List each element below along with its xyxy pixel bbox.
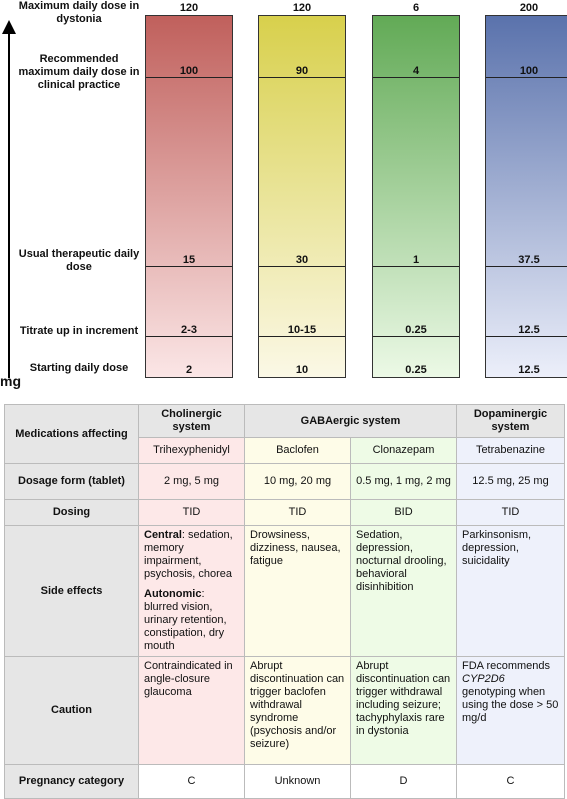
drug-baclofen: Baclofen [244, 437, 351, 464]
bar-value-start: 10 [295, 364, 309, 376]
row-label-dosing: Dosing [4, 499, 139, 526]
row-label-caution: Caution [4, 656, 139, 765]
table-row: Trihexyphenidyl Baclofen Clonazepam Tetr… [5, 437, 565, 464]
bar-line-usual [486, 266, 567, 267]
pregnancy-cell: Unknown [244, 764, 351, 799]
axis-arrow-line [8, 30, 10, 378]
side-central-text: : sedation, memory impairment, psychosis… [144, 529, 233, 580]
table-row: Pregnancy category C Unknown D C [4, 764, 565, 799]
bar-line-titrate [146, 336, 232, 337]
pregnancy-cell: D [350, 764, 457, 799]
axis-arrow-head [2, 20, 16, 34]
bar-value-max: 200 [519, 2, 539, 14]
side-effects-tetrabenazine: Parkinsonism, depression, suicidality [456, 525, 565, 657]
dose-diagram: mg Maximum daily dose in dystonia Recomm… [0, 0, 567, 395]
caution-tetra-post: genotyping when using the dose > 50 mg/d [462, 686, 559, 724]
side-autonomic-text: : blurred vision, urinary retention, con… [144, 588, 227, 652]
group-gabaergic: GABAergic system [244, 404, 457, 438]
table-row: Caution Contraindicated in angle-closure… [4, 656, 565, 765]
bar-value-max: 120 [292, 2, 312, 14]
side-effects-baclofen: Drowsiness, dizziness, nausea, fatigue [244, 525, 351, 657]
table-row: Dosing TID TID BID TID [4, 499, 565, 526]
side-autonomic: Autonomic: blurred vision, urinary reten… [144, 588, 239, 653]
bar-line-recmax [373, 77, 459, 78]
bar-value-titrate: 12.5 [518, 324, 540, 336]
row-label-pregnancy: Pregnancy category [4, 764, 139, 799]
dosing-cell: TID [138, 499, 245, 526]
drug-clonazepam: Clonazepam [350, 437, 457, 464]
axis-unit: mg [0, 373, 21, 389]
dosing-cell: TID [244, 499, 351, 526]
row-label-side-effects: Side effects [4, 525, 139, 657]
level-label-usual: Usual therapeutic daily dose [18, 248, 140, 273]
drug-trihexyphenidyl: Trihexyphenidyl [138, 437, 245, 464]
dose-bar-clonazepam: 6 4 1 0.25 0.25 [372, 2, 460, 378]
side-central: Central: sedation, memory impairment, ps… [144, 529, 239, 581]
caution-tetrabenazine: FDA recommends CYP2D6 genotyping when us… [456, 656, 565, 765]
side-autonomic-label: Autonomic [144, 588, 202, 600]
dose-bar-baclofen: 120 90 30 10-15 10 [258, 2, 346, 378]
table-row: Dosage form (tablet) 2 mg, 5 mg 10 mg, 2… [4, 463, 565, 500]
bar-line-usual [259, 266, 345, 267]
caution-baclofen: Abrupt discontinuation can trigger baclo… [244, 656, 351, 765]
bar-value-recmax: 4 [412, 65, 420, 77]
dosing-cell: TID [456, 499, 565, 526]
row-label-dosage: Dosage form (tablet) [4, 463, 139, 500]
table-row: Side effects Central: sedation, memory i… [4, 525, 565, 657]
bar-value-usual: 30 [295, 254, 309, 266]
dosage-cell: 0.5 mg, 1 mg, 2 mg [350, 463, 457, 500]
caution-tetra-pre: FDA recommends [462, 660, 551, 672]
bar-line-recmax [259, 77, 345, 78]
bar-value-recmax: 100 [179, 65, 199, 77]
dose-bar-trihexyphenidyl: 120 100 15 2-3 2 [145, 2, 233, 378]
level-label-recommended-max: Recommended maximum daily dose in clinic… [18, 53, 140, 91]
bar-value-usual: 1 [412, 254, 420, 266]
bar-value-recmax: 90 [295, 65, 309, 77]
bar-line-usual [146, 266, 232, 267]
bar-value-max: 6 [412, 2, 420, 14]
medication-table: Medications affecting Cholinergic system… [4, 404, 565, 799]
bar-value-usual: 37.5 [518, 254, 540, 266]
bar-line-titrate [259, 336, 345, 337]
caution-tetra-gene: CYP2D6 [462, 673, 505, 685]
dosage-cell: 12.5 mg, 25 mg [456, 463, 565, 500]
level-label-starting: Starting daily dose [29, 362, 129, 374]
bar-line-recmax [486, 77, 567, 78]
bar-line-titrate [373, 336, 459, 337]
row-label-medications: Medications affecting [4, 404, 139, 464]
level-label-titrate: Titrate up in increment [19, 325, 139, 337]
bar-value-max: 120 [179, 2, 199, 14]
dosage-cell: 10 mg, 20 mg [244, 463, 351, 500]
side-effects-clonazepam: Sedation, depression, nocturnal drooling… [350, 525, 457, 657]
bar-value-start: 0.25 [405, 364, 427, 376]
bar-line-titrate [486, 336, 567, 337]
bar-value-start: 2 [185, 364, 193, 376]
pregnancy-cell: C [456, 764, 565, 799]
bar-value-start: 12.5 [518, 364, 540, 376]
dosage-cell: 2 mg, 5 mg [138, 463, 245, 500]
dose-bar-tetrabenazine: 200 100 37.5 12.5 12.5 [485, 2, 567, 378]
group-dopaminergic: Dopaminergic system [456, 404, 565, 438]
bar-value-usual: 15 [182, 254, 196, 266]
caution-clonazepam: Abrupt discontinuation can trigger withd… [350, 656, 457, 765]
bar-line-usual [373, 266, 459, 267]
dosing-cell: BID [350, 499, 457, 526]
drug-tetrabenazine: Tetrabenazine [456, 437, 565, 464]
bar-value-titrate: 0.25 [405, 324, 427, 336]
bar-value-titrate: 2-3 [181, 324, 197, 336]
bar-value-titrate: 10-15 [287, 324, 317, 336]
group-cholinergic: Cholinergic system [138, 404, 245, 438]
bar-value-recmax: 100 [519, 65, 539, 77]
bar-line-recmax [146, 77, 232, 78]
level-label-max: Maximum daily dose in dystonia [18, 0, 140, 25]
side-effects-trihexyphenidyl: Central: sedation, memory impairment, ps… [138, 525, 245, 657]
pregnancy-cell: C [138, 764, 245, 799]
side-central-label: Central [144, 529, 182, 541]
caution-trihexyphenidyl: Contraindicated in angle-closure glaucom… [138, 656, 245, 765]
table-row: Medications affecting Cholinergic system… [4, 404, 565, 464]
